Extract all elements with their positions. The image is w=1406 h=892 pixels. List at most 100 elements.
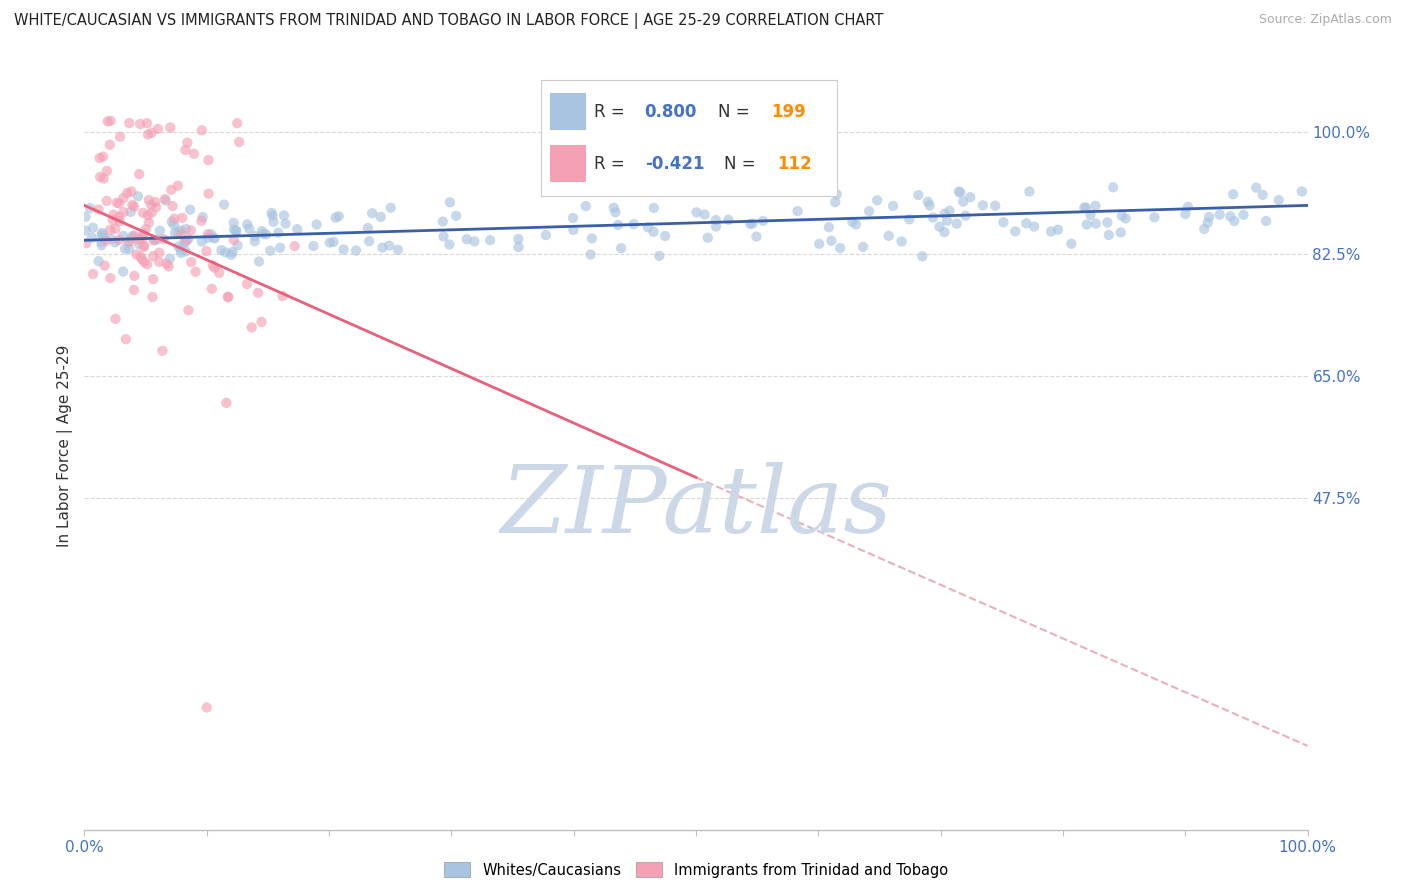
Point xyxy=(1084,199,1107,213)
Point xyxy=(173,235,195,250)
Point xyxy=(174,143,197,157)
Point xyxy=(176,136,198,150)
Point xyxy=(108,210,131,224)
Point xyxy=(134,239,156,253)
Point xyxy=(1015,216,1038,230)
Point xyxy=(786,181,808,195)
Point xyxy=(170,227,193,241)
Point xyxy=(222,216,245,230)
Point xyxy=(236,277,259,291)
Point xyxy=(195,700,218,714)
Point xyxy=(818,220,841,235)
Point xyxy=(226,238,249,252)
Point xyxy=(955,209,977,223)
Point xyxy=(1251,187,1274,202)
Point xyxy=(108,214,131,228)
Point xyxy=(928,219,950,234)
Point xyxy=(882,199,904,213)
Point xyxy=(228,135,250,149)
Point xyxy=(693,207,716,221)
Point xyxy=(907,188,929,202)
Point xyxy=(579,247,602,261)
Point xyxy=(610,241,633,255)
Point xyxy=(1232,208,1254,222)
Point xyxy=(1198,210,1220,224)
Point xyxy=(845,218,868,232)
Point xyxy=(142,249,165,263)
Point xyxy=(156,257,179,271)
Point xyxy=(124,268,146,283)
Point xyxy=(562,211,585,225)
Point xyxy=(285,222,308,236)
Point xyxy=(167,240,190,254)
Point xyxy=(1111,209,1133,223)
Point xyxy=(146,233,169,247)
Point xyxy=(361,206,384,220)
Point xyxy=(214,245,236,260)
Point xyxy=(1109,226,1132,240)
Bar xyxy=(550,145,586,182)
Point xyxy=(741,217,763,231)
Point xyxy=(79,201,101,215)
Point xyxy=(124,228,146,243)
Point xyxy=(180,255,202,269)
Point xyxy=(1291,185,1313,199)
Point xyxy=(643,201,665,215)
Point xyxy=(115,332,138,346)
Point xyxy=(1097,215,1119,229)
Point xyxy=(98,222,121,236)
Point xyxy=(118,242,141,256)
Text: N =: N = xyxy=(718,103,755,120)
Point xyxy=(808,236,831,251)
Point xyxy=(204,231,226,245)
Point xyxy=(134,255,156,269)
Point xyxy=(267,226,290,240)
Point xyxy=(121,228,143,243)
Point xyxy=(284,239,307,253)
Point xyxy=(225,224,247,238)
Point xyxy=(197,227,219,241)
Point xyxy=(439,195,461,210)
Point xyxy=(160,215,183,229)
Point xyxy=(824,195,846,210)
Point xyxy=(918,198,941,212)
Point xyxy=(169,223,191,237)
Point xyxy=(1084,217,1107,231)
Point xyxy=(117,186,139,200)
Point xyxy=(197,153,219,167)
Point xyxy=(96,164,118,178)
Point xyxy=(212,197,235,211)
Point xyxy=(236,217,259,231)
Point xyxy=(562,223,585,237)
Point xyxy=(380,201,402,215)
Point xyxy=(134,227,156,241)
Point xyxy=(107,233,129,247)
Point xyxy=(1197,216,1219,230)
Point xyxy=(378,238,401,252)
Point xyxy=(135,222,157,236)
Point xyxy=(243,234,266,248)
Point xyxy=(479,233,502,247)
Point xyxy=(219,248,242,262)
Point xyxy=(259,244,281,258)
Point xyxy=(238,221,260,235)
Point xyxy=(1080,208,1102,222)
Text: 199: 199 xyxy=(772,103,807,120)
Point xyxy=(121,198,143,212)
Point xyxy=(177,303,200,318)
Text: R =: R = xyxy=(595,103,630,120)
Point xyxy=(108,196,131,211)
Point xyxy=(112,264,135,278)
Point xyxy=(204,260,226,275)
Point xyxy=(136,128,159,142)
Point xyxy=(162,199,184,213)
Point xyxy=(508,240,530,254)
Point xyxy=(131,228,153,243)
Point xyxy=(1174,207,1197,221)
Point xyxy=(197,186,219,201)
Point xyxy=(191,123,214,137)
Point xyxy=(138,216,160,230)
Point xyxy=(129,117,152,131)
Point xyxy=(605,205,627,219)
Point xyxy=(163,226,186,240)
